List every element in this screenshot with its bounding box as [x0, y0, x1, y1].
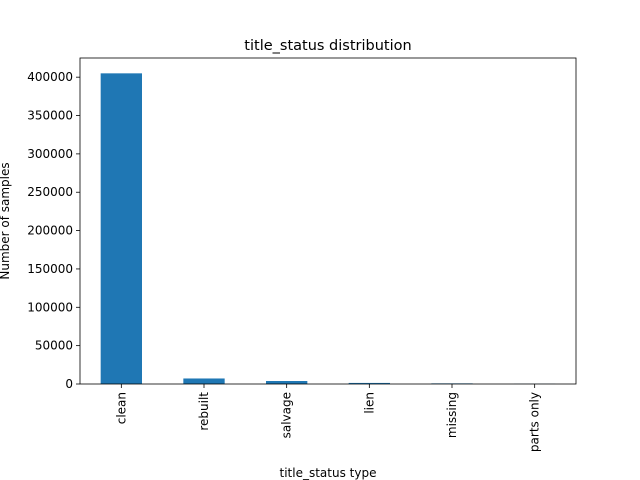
bar-clean: [100, 73, 142, 384]
y-axis-label: Number of samples: [0, 162, 12, 279]
y-tick-label: 300000: [27, 147, 73, 161]
y-tick-label: 50000: [35, 339, 73, 353]
x-tick-label: parts only: [528, 392, 542, 452]
plot-area: clean rebuilt salvage lien missing parts only…: [27, 57, 577, 452]
y-tick-label: 0: [65, 377, 73, 391]
x-tick-label: missing: [445, 392, 459, 438]
x-tick-label: clean: [114, 392, 128, 424]
y-tick-label: 350000: [27, 109, 73, 123]
x-tick-label: lien: [362, 392, 376, 414]
plot-frame: [79, 57, 577, 385]
bar-lien: [348, 382, 390, 384]
y-tick-label: 200000: [27, 224, 73, 238]
bar-salvage: [266, 381, 308, 384]
x-tick-label: salvage: [280, 392, 294, 438]
y-tick-label: 400000: [27, 70, 73, 84]
y-tick-label: 250000: [27, 185, 73, 199]
y-tick-label: 100000: [27, 300, 73, 314]
x-tick-label: rebuilt: [197, 392, 211, 431]
chart-title: title_status distribution: [244, 38, 411, 54]
x-axis-label: title_status type: [280, 466, 377, 480]
bar-rebuilt: [183, 378, 225, 384]
y-tick-label: 150000: [27, 262, 73, 276]
